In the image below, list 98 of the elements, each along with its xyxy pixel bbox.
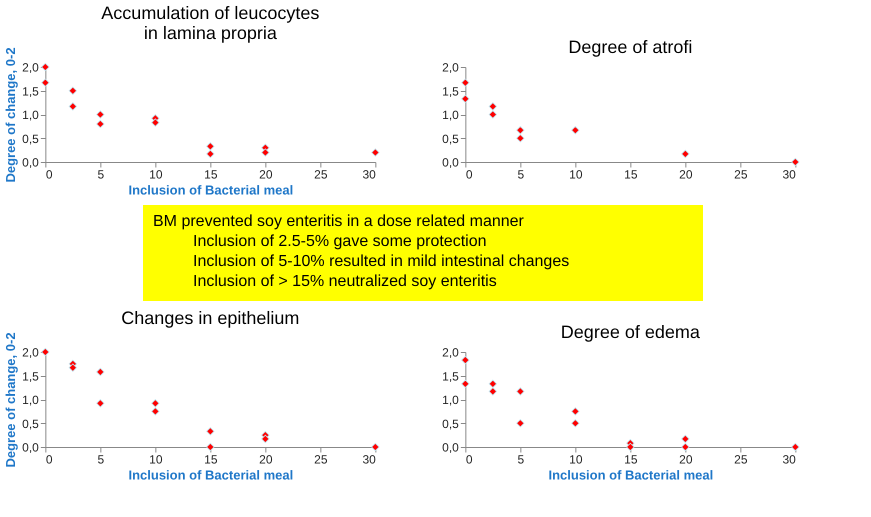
x-tick-label: 15 (204, 168, 218, 182)
y-tick-label: 0,0 (442, 156, 460, 170)
x-tick-label: 30 (362, 168, 376, 182)
y-tick-label: 1,5 (442, 84, 460, 98)
x-tick-label: 20 (679, 452, 693, 466)
y-tick-label: 2,0 (22, 346, 40, 360)
x-tick-label: 0 (46, 452, 53, 466)
x-tick-label: 0 (46, 168, 53, 182)
point (206, 442, 214, 452)
point (681, 434, 690, 444)
text: Inclusion of 2.5-5% gave some protection (193, 233, 486, 250)
x-axis-title: Inclusion of Bacterial meal (128, 468, 294, 482)
point (261, 148, 270, 157)
x-tick-label: 20 (259, 168, 273, 182)
x-tick-label: 30 (782, 452, 796, 466)
y-tick-label: 0,0 (442, 440, 460, 454)
point (626, 442, 634, 452)
y-tick-label: 0,5 (22, 132, 40, 146)
text: BM prevented soy enteritis in a dose related manner (153, 213, 525, 230)
point (488, 387, 497, 396)
point (461, 356, 470, 364)
y-tick-label: 1,0 (442, 108, 460, 122)
point (68, 86, 77, 95)
y-tick-label: 2,0 (442, 60, 460, 74)
chart-title: Changes in epithelium (121, 308, 300, 328)
x-tick-label: 10 (149, 168, 163, 182)
x-tick-label: 0 (466, 452, 473, 466)
point (371, 148, 380, 157)
chart-title: Accumulation of leucocytes in lamina propria (101, 2, 320, 43)
point (516, 126, 524, 134)
chart-title: Degree of edema (560, 322, 701, 342)
y-tick-label: 1,0 (22, 108, 40, 122)
text: Inclusion of > 15% neutralized soy enteritis (193, 273, 497, 290)
x-tick-label: 5 (518, 168, 524, 182)
x-axis-title: Inclusion of Bacterial meal (548, 468, 714, 482)
y-tick-label: 0,5 (442, 132, 460, 146)
point (206, 150, 214, 158)
point (571, 407, 580, 416)
x-tick-label: 0 (466, 168, 473, 182)
y-tick-label: 0,5 (22, 416, 40, 431)
point (461, 78, 470, 87)
point (571, 126, 580, 134)
point (96, 368, 104, 376)
point (68, 102, 77, 111)
y-tick-label: 0,0 (22, 440, 40, 454)
point (461, 94, 470, 103)
x-tick-label: 25 (314, 452, 328, 466)
x-tick-label: 10 (569, 168, 583, 182)
point (41, 78, 50, 87)
point (261, 434, 270, 444)
x-tick-label: 5 (518, 452, 524, 466)
point (571, 419, 580, 428)
chart-title: Degree of atrofi (568, 37, 692, 57)
y-tick-label: 1,0 (442, 393, 460, 407)
point (206, 142, 214, 150)
x-tick-label: 5 (98, 452, 104, 466)
y-axis-title: Degree of change, 0-2 (3, 332, 18, 468)
point (96, 110, 104, 119)
point (68, 364, 77, 372)
point (151, 407, 160, 416)
x-tick-label: 30 (782, 168, 796, 182)
point (206, 427, 214, 436)
point (488, 110, 497, 119)
point (151, 399, 160, 408)
y-tick-label: 1,5 (22, 84, 40, 98)
x-tick-label: 30 (362, 452, 376, 466)
y-tick-label: 2,0 (22, 60, 40, 74)
point (151, 118, 160, 127)
y-tick-label: 0,0 (22, 156, 40, 170)
y-tick-label: 1,0 (22, 393, 40, 407)
y-tick-label: 2,0 (442, 346, 460, 360)
point (488, 380, 497, 388)
x-tick-label: 20 (679, 168, 693, 182)
x-tick-label: 25 (734, 168, 748, 182)
point (488, 102, 497, 111)
point (681, 150, 690, 158)
point (461, 380, 470, 388)
x-tick-label: 25 (314, 168, 328, 182)
x-tick-label: 25 (734, 452, 748, 466)
x-tick-label: 5 (98, 168, 104, 182)
point (516, 419, 524, 428)
y-tick-label: 0,5 (442, 416, 460, 431)
x-axis-title: Inclusion of Bacterial meal (128, 182, 294, 198)
x-tick-label: 10 (149, 452, 163, 466)
point (96, 399, 104, 408)
point (516, 134, 524, 142)
point (681, 442, 690, 452)
x-tick-label: 15 (624, 452, 638, 466)
point (516, 387, 524, 396)
point (96, 120, 104, 128)
x-tick-label: 15 (204, 452, 218, 466)
y-tick-label: 1,5 (22, 369, 40, 384)
x-tick-label: 15 (624, 168, 638, 182)
x-tick-label: 10 (569, 452, 583, 466)
text: Inclusion of 5-10% resulted in mild intestinal changes (193, 253, 570, 270)
y-tick-label: 1,5 (442, 369, 460, 384)
y-axis-title: Degree of change, 0-2 (3, 47, 18, 183)
x-tick-label: 20 (259, 452, 273, 466)
